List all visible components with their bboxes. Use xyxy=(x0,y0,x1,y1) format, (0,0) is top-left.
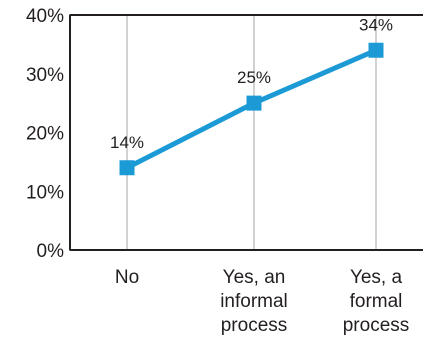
y-tick-label-1: 0% xyxy=(37,241,65,262)
x-tick-label-3-line-1: Yes, a xyxy=(350,267,403,288)
x-tick-label-2-line-3: process xyxy=(221,315,288,336)
x-tick-label-1: No xyxy=(115,267,139,288)
series-layer xyxy=(119,42,384,176)
x-tick-label-2-line-1: Yes, an xyxy=(223,267,286,288)
x-tick-label-2-line-2: informal xyxy=(220,291,288,312)
x-tick-label-2: Yes, an informal process xyxy=(220,267,288,336)
y-tick-label-2: 10% xyxy=(26,182,64,203)
data-point-marker-2 xyxy=(246,95,262,111)
tick-label-layer: 0%10%20%30%40%No Yes, an informal processYe… xyxy=(26,6,409,336)
x-tick-label-3: Yes, a formal process xyxy=(343,267,410,336)
x-tick-label-3-line-3: process xyxy=(343,315,410,336)
data-label-layer: 14% 25% 34% xyxy=(110,15,393,152)
data-point-marker-3 xyxy=(368,42,384,58)
data-label-1: 14% xyxy=(110,133,144,152)
y-tick-label-4: 30% xyxy=(26,65,64,86)
y-tick-label-3: 20% xyxy=(26,124,64,145)
data-label-2: 25% xyxy=(237,68,271,87)
data-point-marker-1 xyxy=(119,160,135,176)
x-tick-label-3-line-2: formal xyxy=(350,291,403,312)
x-tick-label-1-line-1: No xyxy=(115,267,139,288)
grid-layer xyxy=(126,15,377,250)
y-tick-label-5: 40% xyxy=(26,6,64,27)
axis-layer xyxy=(69,14,423,251)
data-label-3: 34% xyxy=(359,15,393,34)
